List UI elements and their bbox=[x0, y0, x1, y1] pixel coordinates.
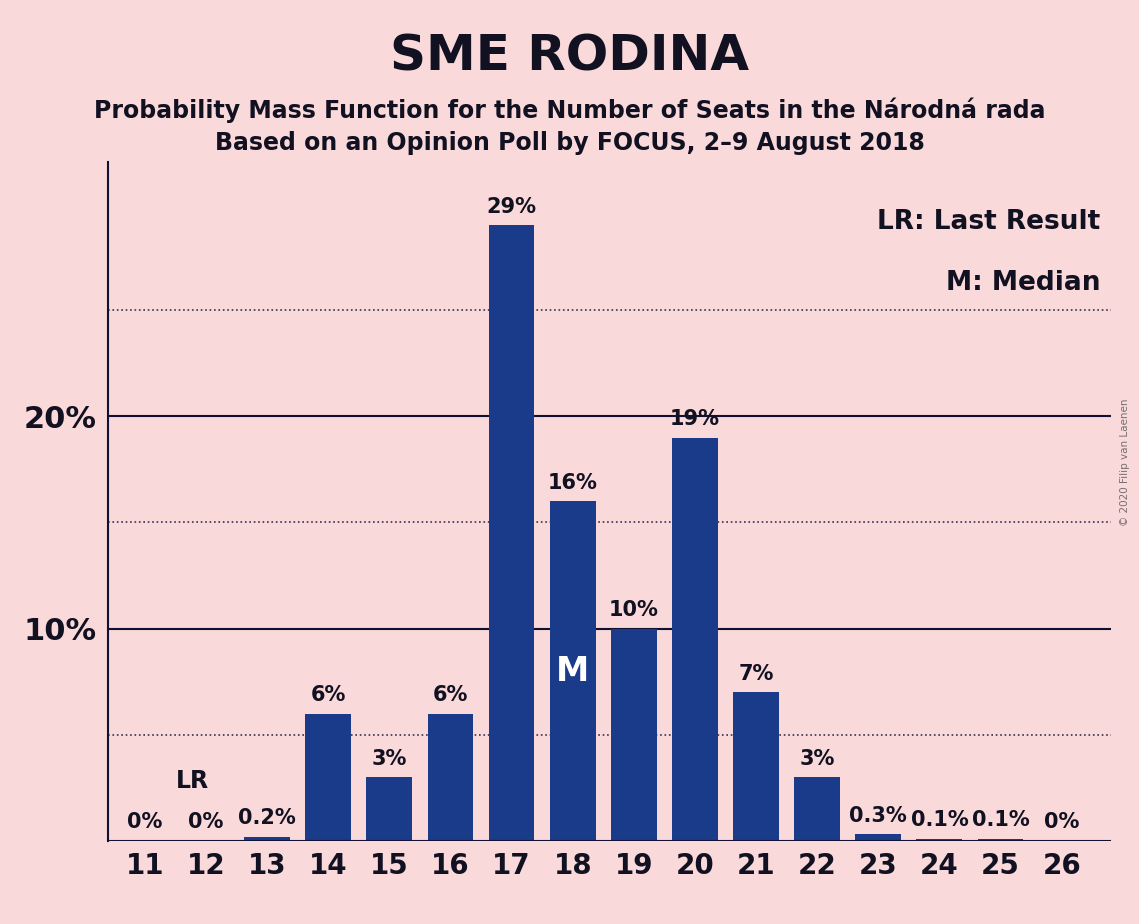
Bar bbox=[611, 628, 657, 841]
Text: 29%: 29% bbox=[486, 197, 536, 217]
Text: 0%: 0% bbox=[188, 812, 223, 833]
Text: 7%: 7% bbox=[738, 663, 773, 684]
Text: 0.1%: 0.1% bbox=[972, 810, 1030, 831]
Bar bbox=[977, 839, 1024, 841]
Bar bbox=[734, 692, 779, 841]
Bar bbox=[855, 834, 901, 841]
Text: 0.2%: 0.2% bbox=[238, 808, 296, 828]
Text: 0.3%: 0.3% bbox=[850, 806, 907, 826]
Text: 16%: 16% bbox=[548, 473, 598, 492]
Bar bbox=[917, 839, 962, 841]
Bar bbox=[550, 501, 596, 841]
Bar bbox=[427, 713, 474, 841]
Bar bbox=[794, 777, 841, 841]
Bar bbox=[367, 777, 412, 841]
Bar bbox=[244, 836, 290, 841]
Text: 10%: 10% bbox=[609, 600, 658, 620]
Text: 0%: 0% bbox=[128, 812, 163, 833]
Text: 3%: 3% bbox=[800, 748, 835, 769]
Text: 3%: 3% bbox=[371, 748, 407, 769]
Text: 6%: 6% bbox=[311, 685, 346, 705]
Text: Based on an Opinion Poll by FOCUS, 2–9 August 2018: Based on an Opinion Poll by FOCUS, 2–9 A… bbox=[214, 131, 925, 155]
Text: M: Median: M: Median bbox=[947, 271, 1100, 297]
Text: 19%: 19% bbox=[670, 409, 720, 429]
Text: M: M bbox=[556, 654, 589, 687]
Bar bbox=[489, 225, 534, 841]
Text: 6%: 6% bbox=[433, 685, 468, 705]
Text: SME RODINA: SME RODINA bbox=[390, 32, 749, 80]
Bar bbox=[672, 438, 718, 841]
Text: © 2020 Filip van Laenen: © 2020 Filip van Laenen bbox=[1121, 398, 1130, 526]
Text: 0.1%: 0.1% bbox=[910, 810, 968, 831]
Text: Probability Mass Function for the Number of Seats in the Národná rada: Probability Mass Function for the Number… bbox=[93, 97, 1046, 123]
Text: 0%: 0% bbox=[1044, 812, 1080, 833]
Text: LR: LR bbox=[175, 770, 208, 794]
Bar bbox=[305, 713, 351, 841]
Text: LR: Last Result: LR: Last Result bbox=[877, 209, 1100, 236]
